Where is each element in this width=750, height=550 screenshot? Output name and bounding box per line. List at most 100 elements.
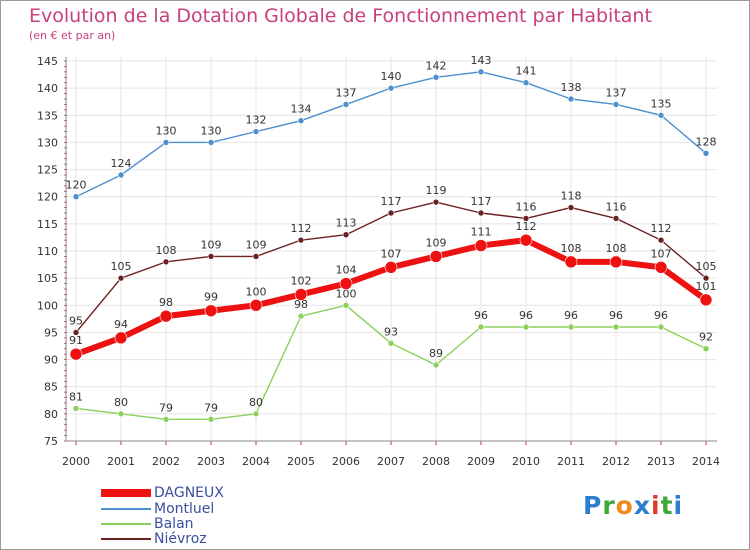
data-label-nivroz: 117 xyxy=(381,195,402,208)
y-tick-label: 140 xyxy=(37,82,58,95)
data-label-balan: 96 xyxy=(654,309,668,322)
data-point-montluel xyxy=(297,117,305,125)
data-label-balan: 100 xyxy=(336,287,357,300)
proxiti-logo: Proxiti xyxy=(583,491,683,520)
x-tick-label: 2002 xyxy=(152,455,180,468)
data-label-balan: 96 xyxy=(564,309,578,322)
data-label-nivroz: 105 xyxy=(111,260,132,273)
data-point-montluel xyxy=(567,95,575,103)
y-tick-label: 145 xyxy=(37,55,58,68)
x-tick-label: 2010 xyxy=(512,455,540,468)
data-point-dagneux xyxy=(159,309,173,323)
data-label-nivroz: 112 xyxy=(651,222,672,235)
data-label-dagneux: 108 xyxy=(606,242,627,255)
data-label-nivroz: 109 xyxy=(246,238,267,251)
data-point-nivroz xyxy=(297,236,305,244)
data-point-dagneux xyxy=(69,347,83,361)
data-label-montluel: 143 xyxy=(471,54,492,67)
data-label-balan: 79 xyxy=(204,401,218,414)
data-point-montluel xyxy=(702,149,710,157)
logo-letter: r xyxy=(602,491,616,520)
data-point-montluel xyxy=(432,73,440,81)
y-tick-label: 120 xyxy=(37,191,58,204)
data-label-balan: 96 xyxy=(474,309,488,322)
x-tick-label: 2004 xyxy=(242,455,270,468)
data-point-nivroz xyxy=(567,204,575,211)
data-label-nivroz: 116 xyxy=(606,200,627,213)
data-label-dagneux: 107 xyxy=(651,247,672,260)
data-point-nivroz xyxy=(252,253,260,260)
data-label-dagneux: 109 xyxy=(426,236,447,249)
y-tick-label: 105 xyxy=(37,272,58,285)
y-tick-label: 130 xyxy=(37,136,58,149)
data-label-balan: 92 xyxy=(699,331,713,344)
logo-letter: P xyxy=(583,491,603,520)
data-point-nivroz xyxy=(342,231,350,239)
data-label-dagneux: 112 xyxy=(516,220,537,233)
data-point-balan xyxy=(117,410,125,418)
data-point-balan xyxy=(297,312,305,320)
data-point-nivroz xyxy=(477,209,485,217)
data-label-montluel: 130 xyxy=(156,124,177,137)
data-point-nivroz xyxy=(387,209,395,217)
data-label-nivroz: 112 xyxy=(291,222,312,235)
data-point-montluel xyxy=(162,139,170,146)
data-point-balan xyxy=(387,339,395,347)
data-point-montluel xyxy=(207,139,215,146)
data-point-balan xyxy=(72,405,80,412)
x-tick-label: 2011 xyxy=(557,455,585,468)
legend-label-montluel: Montluel xyxy=(154,501,215,517)
data-point-dagneux xyxy=(114,331,128,345)
y-tick-label: 85 xyxy=(44,381,58,394)
logo-letter: i xyxy=(673,491,684,520)
data-label-dagneux: 99 xyxy=(204,291,218,304)
data-point-dagneux xyxy=(339,277,353,290)
data-label-balan: 96 xyxy=(519,309,533,322)
data-point-montluel xyxy=(522,79,530,87)
data-label-nivroz: 117 xyxy=(471,195,492,208)
data-point-dagneux xyxy=(204,304,218,318)
data-point-montluel xyxy=(387,84,395,92)
data-point-nivroz xyxy=(432,198,440,206)
data-point-balan xyxy=(207,415,215,423)
data-point-dagneux xyxy=(474,239,488,252)
data-label-dagneux: 111 xyxy=(471,226,492,239)
data-label-dagneux: 91 xyxy=(69,334,83,347)
data-point-dagneux xyxy=(609,255,623,269)
data-point-nivroz xyxy=(117,274,125,282)
data-point-montluel xyxy=(117,171,125,179)
x-tick-label: 2001 xyxy=(107,455,135,468)
data-point-montluel xyxy=(657,111,665,119)
data-point-balan xyxy=(162,415,170,423)
data-label-nivroz: 95 xyxy=(69,314,83,327)
data-point-nivroz xyxy=(657,236,665,244)
data-point-balan xyxy=(702,345,710,353)
logo-letter: i xyxy=(651,491,661,520)
data-label-montluel: 132 xyxy=(246,114,267,127)
data-label-dagneux: 100 xyxy=(246,285,267,298)
x-tick-label: 2013 xyxy=(647,455,675,468)
y-tick-label: 115 xyxy=(37,218,58,231)
x-tick-label: 2007 xyxy=(377,455,405,468)
data-label-balan: 89 xyxy=(429,347,443,360)
x-tick-label: 2012 xyxy=(602,455,630,468)
logo-letter: x xyxy=(633,491,651,520)
data-label-nivroz: 105 xyxy=(696,260,717,273)
data-label-dagneux: 101 xyxy=(696,280,717,293)
data-point-dagneux xyxy=(654,260,668,274)
x-tick-label: 2000 xyxy=(62,455,90,468)
data-label-montluel: 137 xyxy=(606,86,627,99)
data-point-dagneux xyxy=(699,293,713,307)
x-tick-label: 2005 xyxy=(287,455,315,468)
data-point-nivroz xyxy=(702,274,710,282)
data-point-balan xyxy=(612,323,620,331)
y-tick-label: 135 xyxy=(37,109,58,122)
data-label-nivroz: 118 xyxy=(561,190,582,203)
data-label-montluel: 134 xyxy=(291,103,312,116)
data-label-nivroz: 108 xyxy=(156,244,177,257)
data-point-dagneux xyxy=(249,298,263,312)
data-point-balan xyxy=(657,323,665,331)
data-point-montluel xyxy=(612,101,620,108)
data-label-nivroz: 116 xyxy=(516,200,537,213)
